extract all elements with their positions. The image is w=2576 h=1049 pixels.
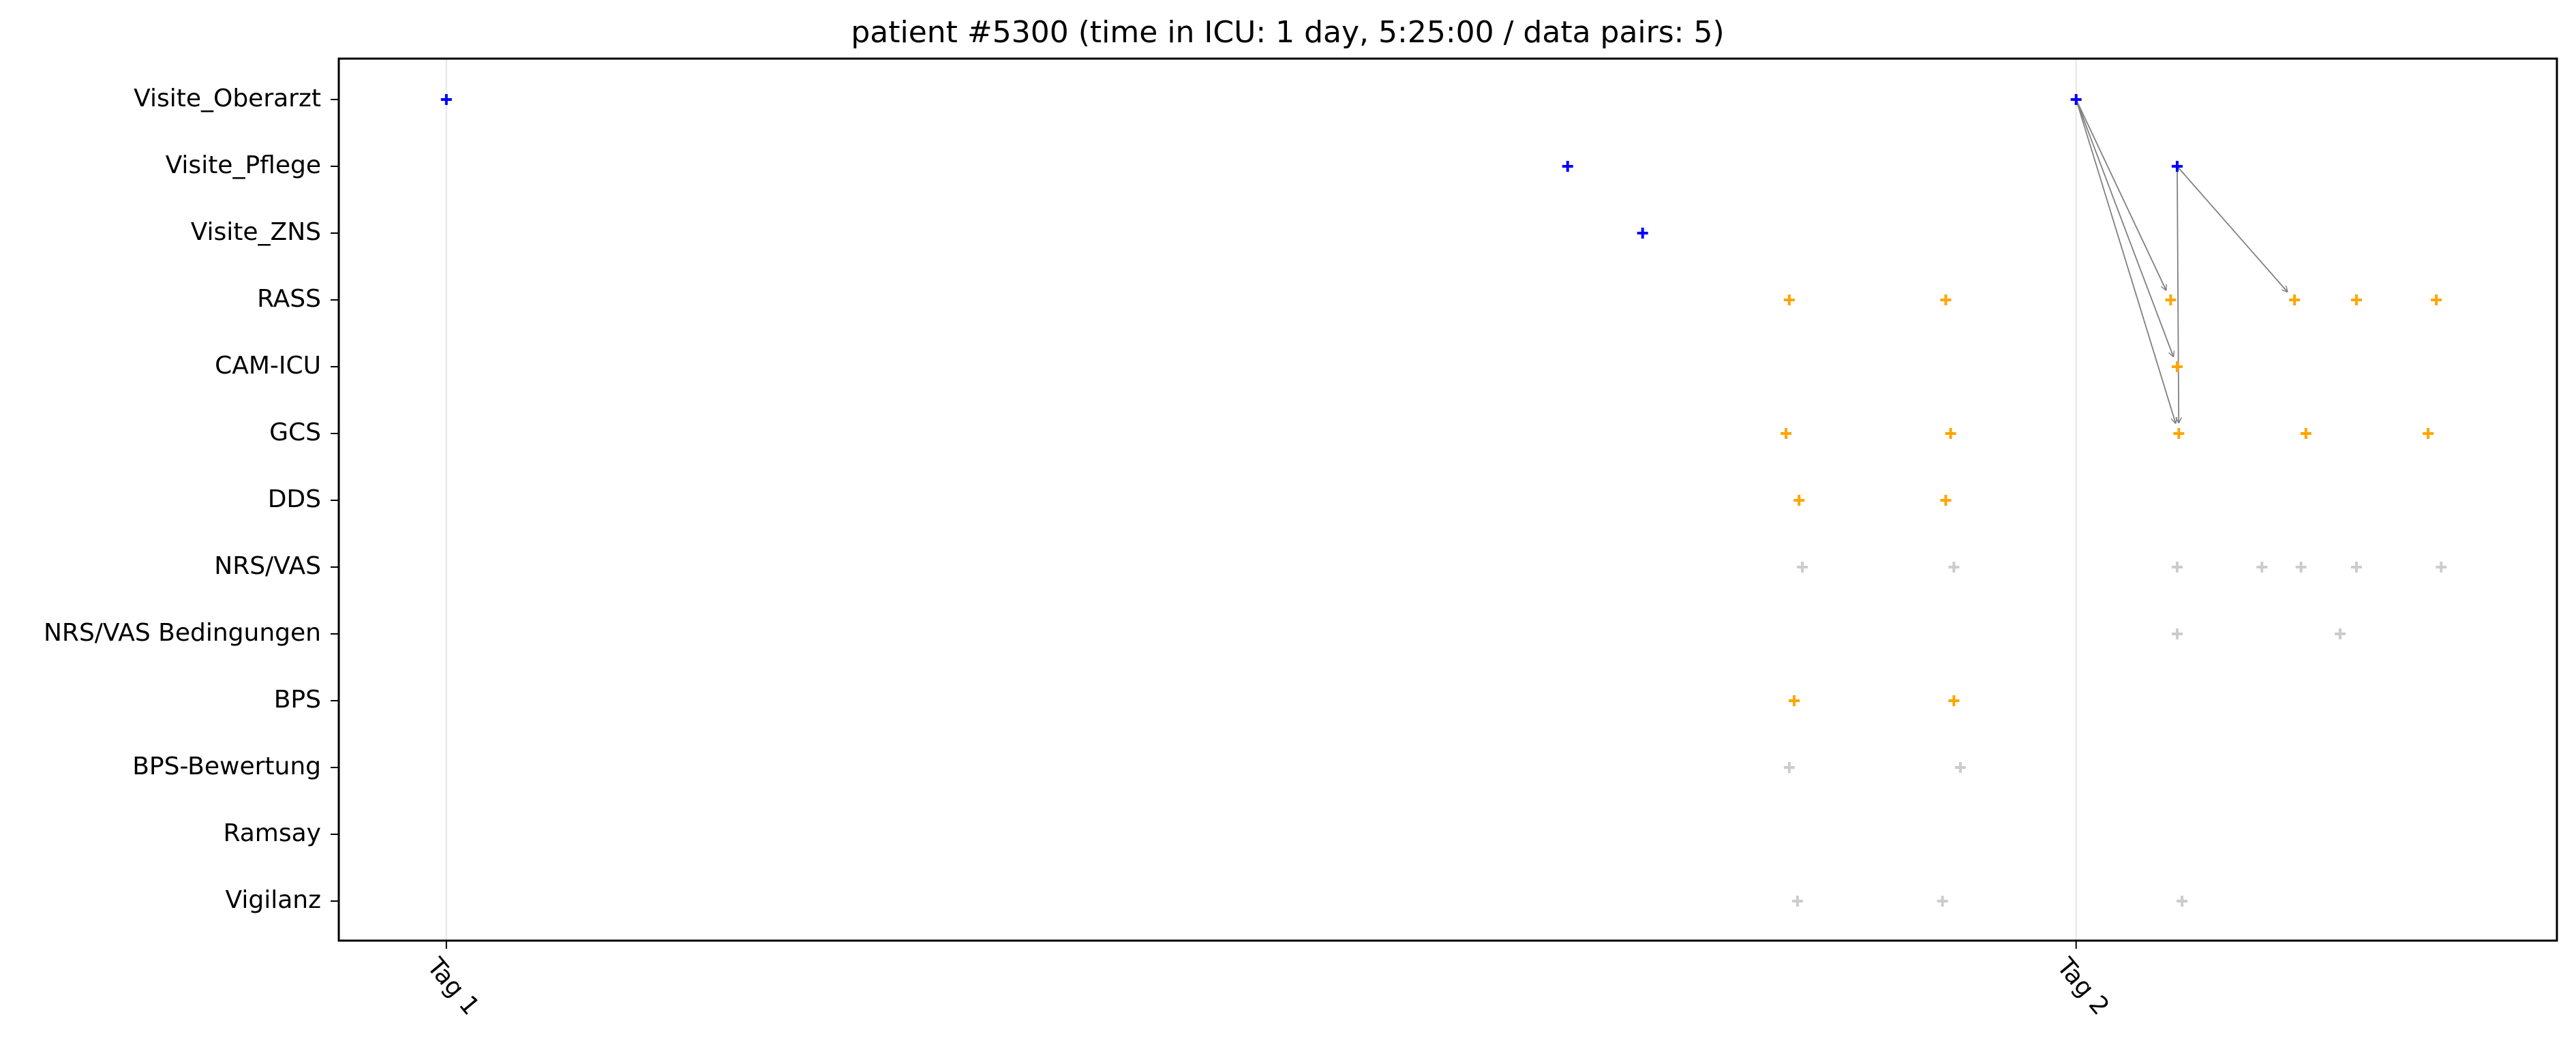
point-nrs-vas [2171, 562, 2183, 573]
link-arrow [2177, 166, 2288, 292]
point-vigilanz [1937, 896, 1948, 907]
x-tick-label-tag-2: Tag 2 [2051, 952, 2115, 1020]
point-gcs [1945, 428, 1956, 439]
point-rass [1783, 294, 1795, 305]
point-nrs-vas [2295, 562, 2307, 573]
point-bps [1948, 695, 1960, 706]
point-rass [2350, 294, 2362, 305]
point-vigilanz [2177, 896, 2188, 907]
y-tick-label-dds: DDS [268, 485, 321, 513]
point-bps [1789, 695, 1800, 706]
point-rass [1940, 294, 1952, 305]
point-dds [1940, 495, 1952, 506]
x-tick-label-tag-1: Tag 1 [421, 952, 485, 1020]
y-tick-label-bps: BPS [274, 686, 321, 714]
point-rass [2165, 294, 2177, 305]
point-visite-zns [1637, 228, 1648, 239]
point-nrs-vas-bedingungen [2171, 628, 2183, 639]
point-nrs-vas [2350, 562, 2362, 573]
point-nrs-vas [2436, 562, 2447, 573]
point-nrs-vas-bedingungen [2335, 628, 2346, 639]
link-arrow [2075, 99, 2166, 290]
point-cam-icu [2171, 361, 2183, 372]
point-visite-oberarzt [440, 94, 452, 105]
point-bps-bewertung [1954, 762, 1966, 773]
point-dds [1793, 495, 1805, 506]
y-tick-label-visite-zns: Visite_ZNS [191, 218, 321, 246]
point-gcs [2173, 428, 2185, 439]
y-tick-label-visite-pflege: Visite_Pflege [166, 151, 321, 179]
link-arrow [2075, 99, 2174, 356]
chart-title: patient #5300 (time in ICU: 1 day, 5:25:… [851, 15, 1724, 50]
point-vigilanz [1791, 896, 1803, 907]
point-visite-pflege [2171, 161, 2183, 172]
link-arrow [2177, 166, 2179, 423]
y-tick-label-rass: RASS [257, 285, 321, 313]
plot-frame [337, 57, 2558, 942]
point-bps-bewertung [1783, 762, 1795, 773]
y-tick-label-visite-oberarzt: Visite_Oberarzt [134, 85, 321, 112]
y-tick-label-ramsay: Ramsay [224, 819, 321, 847]
y-tick-label-vigilanz: Vigilanz [226, 886, 321, 914]
y-axis: Visite_Oberarzt Visite_Pflege Visite_ZNS RA… [44, 85, 339, 914]
y-tick-label-nrs-vas: NRS/VAS [214, 552, 321, 580]
point-nrs-vas [2256, 562, 2268, 573]
point-rass [2289, 294, 2301, 305]
y-tick-label-gcs: GCS [269, 419, 321, 446]
point-visite-pflege [1562, 161, 1573, 172]
arrows [2075, 99, 2288, 423]
point-nrs-vas [1797, 562, 1808, 573]
y-tick-label-cam-icu: CAM-ICU [215, 352, 321, 380]
y-tick-label-nrs-vas-bedingungen: NRS/VAS Bedingungen [44, 619, 321, 647]
point-gcs [1781, 428, 1792, 439]
point-visite-oberarzt [2070, 94, 2082, 105]
y-tick-label-bps-bewertung: BPS-Bewertung [132, 752, 321, 780]
point-rass [2431, 294, 2442, 305]
link-arrow [2075, 99, 2176, 423]
points [440, 94, 2447, 907]
point-gcs [2300, 428, 2312, 439]
point-nrs-vas [1948, 562, 1960, 573]
x-axis: Tag 1 Tag 2 [421, 941, 2115, 1020]
point-gcs [2423, 428, 2434, 439]
day-lines [445, 59, 2077, 941]
